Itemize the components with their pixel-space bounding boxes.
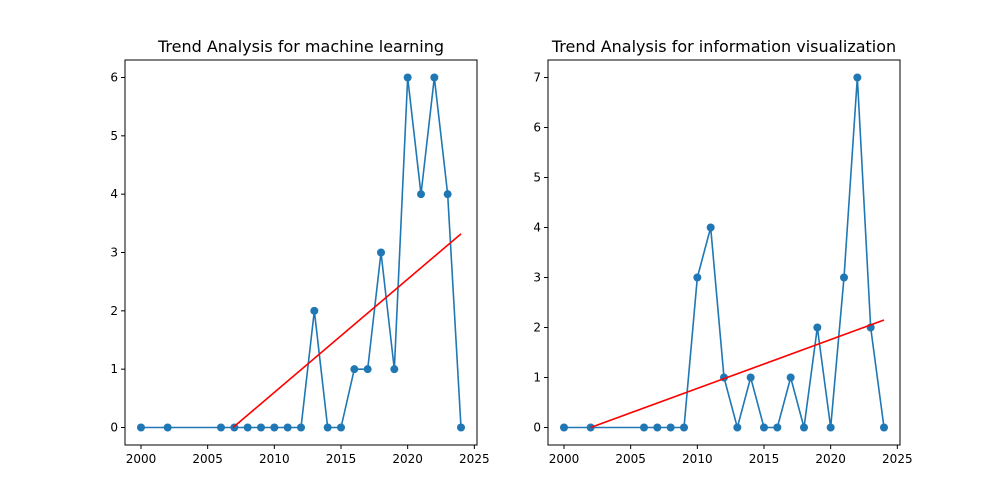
data-point bbox=[363, 365, 372, 374]
y-tick-label: 3 bbox=[533, 271, 541, 285]
x-tick-label: 2025 bbox=[882, 452, 913, 466]
x-tick-label: 2010 bbox=[682, 452, 713, 466]
data-point bbox=[653, 423, 662, 432]
data-point bbox=[760, 423, 768, 432]
data-point bbox=[813, 323, 822, 332]
data-point bbox=[746, 373, 755, 382]
chart-information-visualization: Trend Analysis for information visualiza… bbox=[533, 37, 912, 466]
data-point bbox=[390, 365, 399, 374]
data-point bbox=[350, 365, 359, 374]
data-point bbox=[163, 423, 172, 432]
y-tick-label: 6 bbox=[533, 121, 541, 135]
data-point bbox=[693, 273, 702, 282]
data-point bbox=[586, 423, 595, 432]
data-point bbox=[786, 373, 795, 382]
data-point bbox=[257, 423, 265, 432]
x-tick-label: 2025 bbox=[459, 452, 490, 466]
data-point bbox=[243, 423, 252, 432]
axes-frame bbox=[547, 59, 901, 446]
data-point bbox=[800, 423, 808, 432]
y-tick-label: 6 bbox=[110, 71, 118, 85]
data-point bbox=[337, 423, 345, 432]
data-point bbox=[457, 423, 465, 432]
data-point bbox=[283, 423, 292, 432]
y-tick-label: 5 bbox=[110, 129, 118, 143]
y-tick-label: 5 bbox=[533, 171, 541, 185]
data-point bbox=[137, 423, 145, 432]
data-point bbox=[666, 423, 675, 432]
data-point bbox=[323, 423, 332, 432]
data-point bbox=[640, 423, 648, 432]
data-point bbox=[706, 223, 715, 232]
x-tick-label: 2015 bbox=[326, 452, 357, 466]
x-tick-label: 2005 bbox=[192, 452, 223, 466]
chart-machine-learning: Trend Analysis for machine learning 2000… bbox=[110, 37, 489, 466]
data-point bbox=[840, 273, 848, 282]
data-point bbox=[680, 423, 688, 432]
y-tick-label: 1 bbox=[533, 371, 541, 385]
data-point bbox=[853, 73, 862, 82]
data-point bbox=[297, 423, 305, 432]
chart-title: Trend Analysis for machine learning bbox=[157, 37, 444, 56]
data-point bbox=[417, 190, 425, 199]
data-point bbox=[826, 423, 835, 432]
data-point bbox=[560, 423, 568, 432]
data-point bbox=[880, 423, 888, 432]
chart-title: Trend Analysis for information visualiza… bbox=[551, 37, 896, 56]
trend-line bbox=[232, 233, 462, 429]
data-point bbox=[733, 423, 742, 432]
y-tick-label: 0 bbox=[110, 421, 118, 435]
x-tick-label: 2015 bbox=[749, 452, 780, 466]
x-tick-label: 2020 bbox=[815, 452, 846, 466]
data-point bbox=[773, 423, 782, 432]
data-point bbox=[310, 306, 319, 315]
y-tick-label: 4 bbox=[110, 187, 118, 201]
trend-line bbox=[590, 319, 885, 429]
y-tick-label: 1 bbox=[110, 362, 118, 376]
x-tick-label: 2010 bbox=[259, 452, 290, 466]
data-point bbox=[443, 190, 452, 199]
data-point bbox=[403, 73, 412, 82]
x-tick-label: 2020 bbox=[392, 452, 423, 466]
y-tick-label: 0 bbox=[533, 421, 541, 435]
data-point bbox=[217, 423, 225, 432]
y-tick-label: 7 bbox=[533, 71, 541, 85]
x-tick-label: 2000 bbox=[549, 452, 580, 466]
y-tick-label: 3 bbox=[110, 246, 118, 260]
data-point bbox=[270, 423, 279, 432]
x-tick-label: 2005 bbox=[615, 452, 646, 466]
y-tick-label: 4 bbox=[533, 221, 541, 235]
y-tick-label: 2 bbox=[533, 321, 541, 335]
data-point bbox=[430, 73, 439, 82]
y-tick-label: 2 bbox=[110, 304, 118, 318]
x-tick-label: 2000 bbox=[126, 452, 157, 466]
data-point bbox=[377, 248, 385, 257]
